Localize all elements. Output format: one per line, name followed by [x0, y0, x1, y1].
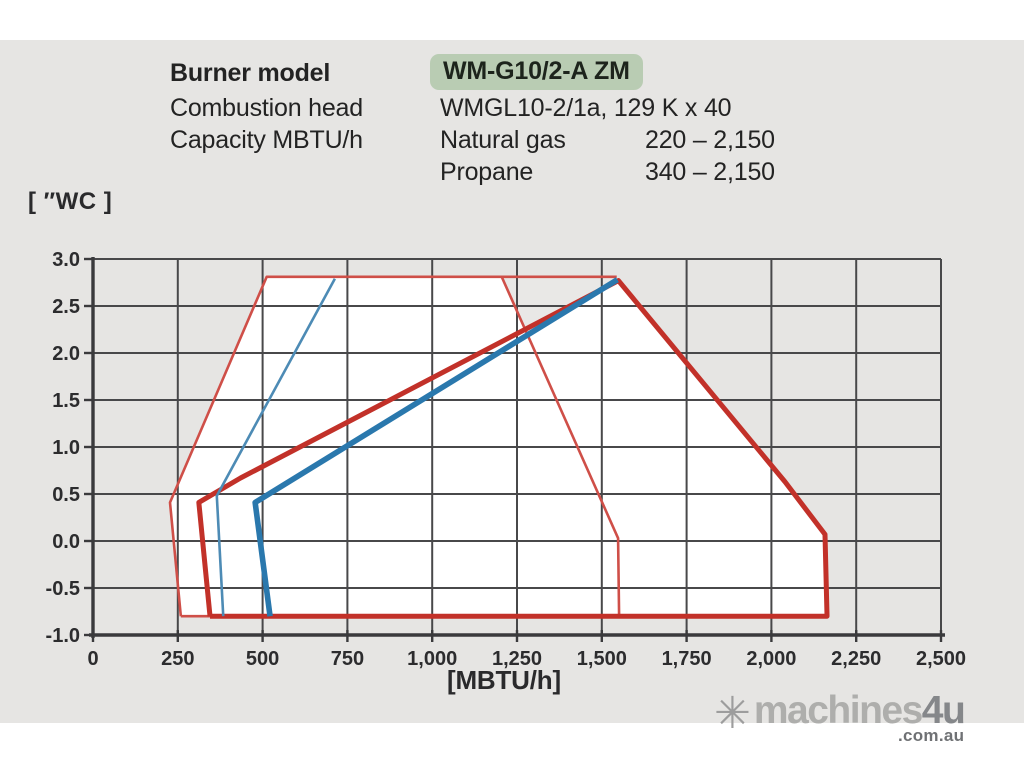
watermark-wordmark: machines4u .com.au [754, 691, 966, 746]
natural-gas-envelope-thin-red-curve [500, 276, 621, 617]
y-tick-label: 3.0 [52, 249, 80, 271]
burner-model-value: WM-G10/2-A ZM [430, 54, 643, 90]
x-axis-label: [MBTU/h] [447, 665, 561, 695]
x-tick-label: 1,500 [577, 648, 627, 670]
x-tick-label: 1,250 [492, 648, 542, 670]
propane-thick-blue-curve [252, 277, 619, 617]
y-tick-label: -1.0 [46, 625, 80, 647]
x-tick-label: 0 [87, 648, 98, 670]
y-tick-label: 0.0 [52, 531, 80, 553]
x-tick-label: 750 [331, 648, 364, 670]
natural-gas-envelope-thin-red-curve [168, 275, 617, 617]
watermark: ✳ machines4u .com.au [714, 689, 966, 746]
burner-model-label: Burner model [170, 59, 331, 87]
x-tick-label: 2,500 [916, 648, 966, 670]
x-tick-label: 500 [246, 648, 279, 670]
x-tick-label: 1,750 [662, 648, 712, 670]
propane-range: 340 – 2,150 [645, 158, 775, 186]
y-tick-label: 1.0 [52, 437, 80, 459]
watermark-brand: machines [753, 689, 923, 732]
watermark-domain: .com.au [897, 726, 965, 746]
capacity-label: Capacity MBTU/h [170, 126, 363, 154]
watermark-brand-suffix: 4u [921, 689, 966, 732]
x-tick-label: 2,250 [831, 648, 881, 670]
propane-min-thin-blue-curve [215, 278, 336, 617]
natural-gas-label: Natural gas [440, 126, 566, 154]
combustion-head-value: WMGL10-2/1a, 129 K x 40 [440, 94, 732, 122]
x-tick-label: 250 [161, 648, 194, 670]
propane-label: Propane [440, 158, 534, 186]
natural-gas-range: 220 – 2,150 [645, 126, 775, 154]
x-tick-label: 1,000 [407, 648, 457, 670]
y-tick-label: 0.5 [52, 484, 80, 506]
y-tick-label: -0.5 [46, 578, 80, 600]
y-tick-label: 1.5 [52, 390, 80, 412]
machines4u-logo-icon: ✳ [714, 689, 751, 738]
y-tick-label: 2.5 [52, 296, 80, 318]
y-axis-unit-label: [ ″WC ] [28, 188, 113, 215]
working-field-thick-red-curve [196, 278, 830, 619]
x-tick-label: 2,000 [746, 648, 796, 670]
combustion-head-label: Combustion head [170, 94, 363, 122]
y-tick-label: 2.0 [52, 343, 80, 365]
